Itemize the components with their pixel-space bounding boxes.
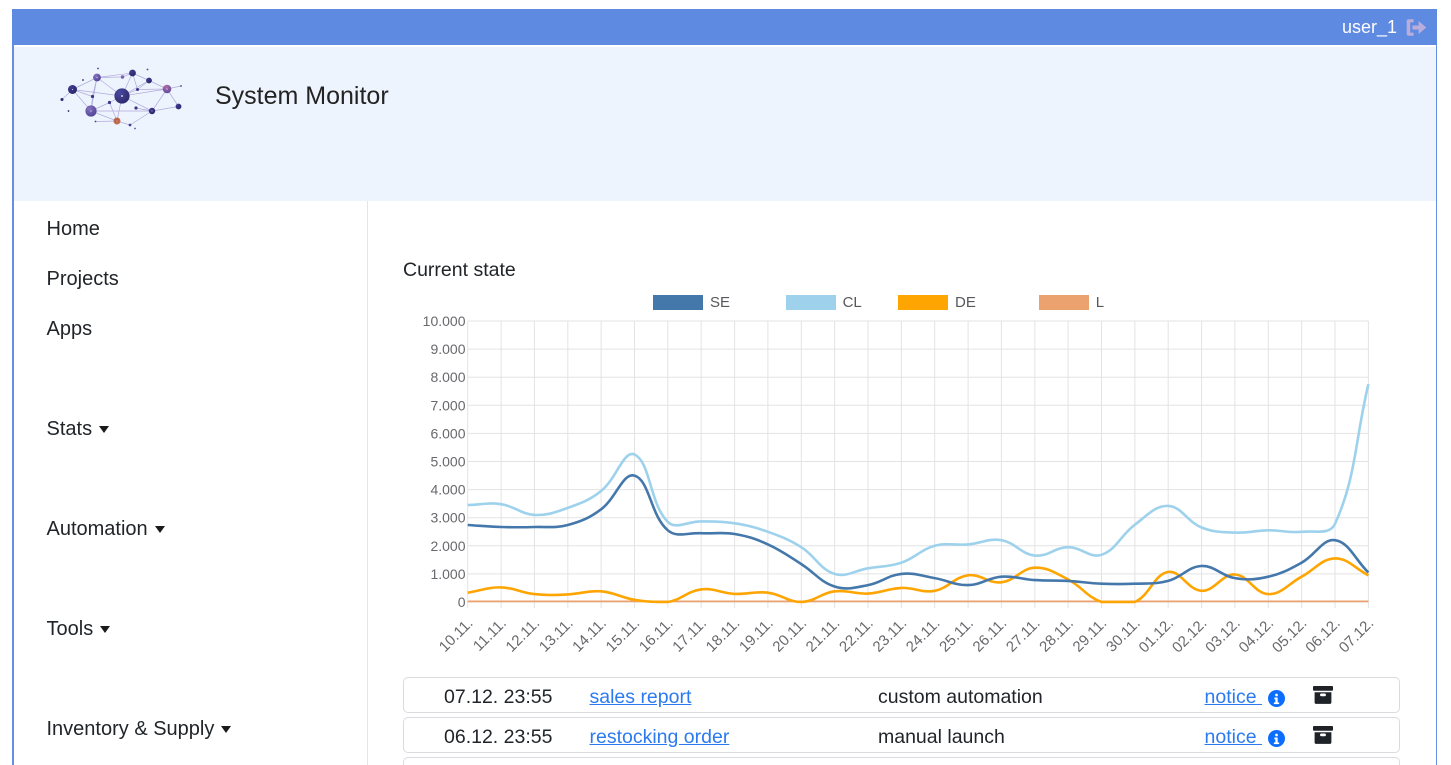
svg-text:07.12.: 07.12. [1336,615,1378,657]
svg-text:29.11.: 29.11. [1070,615,1111,656]
svg-text:10.11.: 10.11. [436,615,477,656]
svg-text:3.000: 3.000 [430,510,465,526]
svg-text:4.000: 4.000 [430,482,465,498]
svg-text:04.12.: 04.12. [1236,615,1278,657]
svg-text:8.000: 8.000 [430,369,465,385]
svg-text:7.000: 7.000 [430,397,465,413]
svg-text:16.11.: 16.11. [636,615,677,656]
svg-text:05.12.: 05.12. [1269,615,1311,657]
svg-text:20.11.: 20.11. [769,615,810,656]
svg-text:19.11.: 19.11. [736,615,777,656]
svg-text:21.11.: 21.11. [803,615,844,656]
svg-text:30.11.: 30.11. [1103,615,1144,656]
svg-text:11.11.: 11.11. [470,615,510,655]
svg-text:01.12.: 01.12. [1136,615,1178,657]
svg-text:10.000: 10.000 [423,313,466,329]
svg-text:03.12.: 03.12. [1202,615,1244,657]
svg-text:24.11.: 24.11. [903,615,944,656]
svg-text:02.12.: 02.12. [1169,615,1211,657]
svg-text:22.11.: 22.11. [836,615,877,656]
svg-text:27.11.: 27.11. [1003,615,1044,656]
svg-text:18.11.: 18.11. [703,615,744,656]
svg-text:2.000: 2.000 [430,538,465,554]
svg-text:12.11.: 12.11. [503,615,544,656]
svg-text:1.000: 1.000 [430,566,465,582]
svg-text:13.11.: 13.11. [536,615,577,656]
svg-text:28.11.: 28.11. [1036,615,1077,656]
svg-text:26.11.: 26.11. [970,615,1011,656]
svg-text:9.000: 9.000 [430,341,465,357]
svg-text:6.000: 6.000 [430,425,465,441]
svg-text:17.11.: 17.11. [669,615,710,656]
svg-text:15.11.: 15.11. [603,615,644,656]
svg-text:06.12.: 06.12. [1302,615,1344,657]
svg-text:0: 0 [458,594,466,610]
svg-text:23.11.: 23.11. [870,615,911,656]
svg-text:14.11.: 14.11. [569,615,610,656]
svg-text:25.11.: 25.11. [936,615,977,656]
svg-text:5.000: 5.000 [430,454,465,470]
